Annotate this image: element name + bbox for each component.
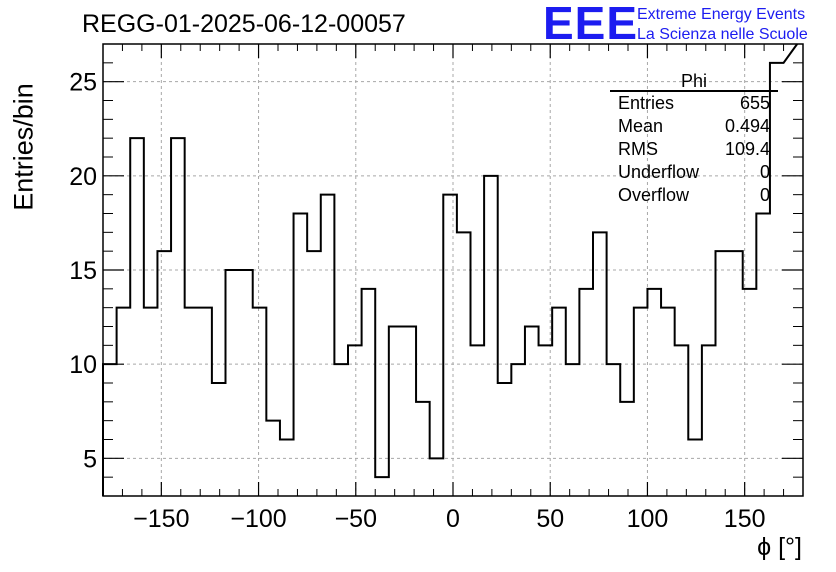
histogram-bin (702, 345, 716, 496)
histogram-bin (239, 270, 253, 496)
histogram-bin (103, 364, 117, 496)
y-tick-label: 10 (69, 351, 97, 379)
histogram-bin (634, 308, 648, 496)
histogram-bin (675, 345, 689, 496)
histogram-bin (457, 232, 471, 496)
histogram-bin (348, 345, 362, 496)
histogram-bin (117, 308, 131, 496)
x-axis-label: ϕ [°] (757, 533, 802, 561)
stats-box: Phi Entries 655 Mean 0.494 RMS 109.4 Und… (610, 69, 778, 209)
logo-letters: EEE (543, 0, 639, 49)
histogram-bin (402, 327, 416, 497)
stats-key: Underflow (618, 162, 700, 182)
histogram-bin (416, 402, 430, 496)
x-tick-label: 50 (536, 505, 564, 533)
histogram-bin (185, 308, 199, 496)
stats-row: RMS 109.4 (618, 139, 770, 161)
x-tick-label: −50 (335, 505, 377, 533)
stats-row: Mean 0.494 (618, 116, 770, 138)
histogram-bin (144, 308, 158, 496)
histogram-bin (607, 364, 621, 496)
y-axis-label: Entries/bin (8, 83, 39, 211)
histogram-bin (511, 364, 525, 496)
histogram-bin (620, 402, 634, 496)
histogram-bin (253, 308, 267, 496)
histogram-bin (484, 176, 498, 496)
stats-key: Overflow (618, 185, 690, 205)
histogram-bin (729, 251, 743, 496)
stats-key: RMS (618, 139, 658, 159)
histogram-bin (661, 308, 675, 496)
y-axis-label-box: Entries/bin (6, 83, 42, 211)
x-tick-label: 0 (446, 505, 460, 533)
chart-title: REGG-01-2025-06-12-00057 (82, 10, 406, 38)
stats-value: 0.494 (724, 116, 770, 136)
histogram-bin (430, 458, 444, 496)
stats-row: Entries 655 (618, 93, 770, 115)
histogram-bin (280, 440, 294, 497)
histogram-bin (226, 270, 240, 496)
histogram-bin (471, 345, 485, 496)
stats-key: Entries (618, 93, 675, 113)
histogram-bin (212, 383, 226, 496)
histogram-bin (157, 251, 171, 496)
logo-line-2: La Scienza nelle Scuole (637, 26, 808, 43)
histogram-bin (579, 289, 593, 496)
stats-row: Overflow 0 (618, 185, 770, 207)
histogram-bin (743, 289, 757, 496)
histogram-bin (443, 195, 457, 496)
histogram-bin (716, 251, 730, 496)
histogram-bin (362, 289, 376, 496)
histogram-bin (375, 477, 389, 496)
y-tick-label: 25 (69, 69, 97, 97)
histogram-bin (130, 138, 144, 496)
y-tick-label: 20 (69, 163, 97, 191)
histogram-bin (198, 308, 212, 496)
logo-line-1: Extreme Energy Events (637, 6, 806, 23)
histogram-bin (688, 440, 702, 497)
stats-row: Underflow 0 (618, 162, 770, 184)
histogram-bin (171, 138, 185, 496)
histogram-bin (307, 251, 321, 496)
histogram-bin (539, 345, 553, 496)
x-tick-label: −100 (230, 505, 286, 533)
x-tick-label: −150 (133, 505, 189, 533)
y-tick-label: 15 (69, 257, 97, 285)
histogram-bin (552, 308, 566, 496)
histogram-bin (498, 383, 512, 496)
x-tick-label: 150 (724, 505, 766, 533)
y-tick-label: 5 (83, 445, 97, 473)
stats-value: 0 (759, 162, 770, 182)
stats-divider (610, 90, 778, 92)
stats-value: 655 (739, 93, 770, 113)
histogram-bin (647, 289, 661, 496)
histogram-series-phi (102, 43, 798, 496)
histogram-bin (756, 214, 770, 497)
histogram-bin (334, 364, 348, 496)
stats-value: 0 (759, 185, 770, 205)
stats-key: Mean (618, 116, 664, 136)
stats-title: Phi (680, 71, 707, 91)
histogram-bin (321, 195, 335, 496)
histogram-bin (593, 232, 607, 496)
histogram-bin (294, 214, 308, 497)
histogram-bin (566, 364, 580, 496)
histogram-bin (389, 327, 403, 497)
stats-value: 109.4 (724, 139, 770, 159)
histogram-bin (266, 421, 280, 496)
histogram-bin (525, 327, 539, 497)
x-tick-label: 100 (627, 505, 669, 533)
